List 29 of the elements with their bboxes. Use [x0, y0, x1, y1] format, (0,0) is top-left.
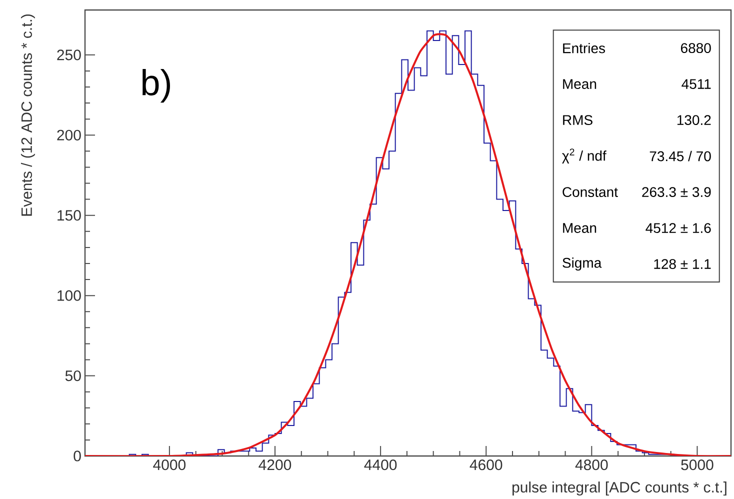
annotation: Entries — [563, 42, 606, 54]
annotation: b) — [142, 69, 170, 103]
y-tick-label: 100 — [58, 290, 81, 301]
x-axis-title: pulse integral [ADC counts * c.t.] — [512, 482, 726, 496]
x-tick-label: 4200 — [258, 460, 292, 470]
annotation: χ$^{2}$ / ndf — [562, 148, 606, 164]
annotation: Sigma — [562, 258, 602, 271]
annotation: Mean — [563, 223, 596, 233]
y-tick-label: 250 — [57, 50, 81, 60]
x-tick-label: 5000 — [681, 460, 714, 470]
annotation: 6880 — [680, 43, 711, 54]
x-tick-label: 4800 — [575, 460, 608, 470]
y-tick-label: 150 — [58, 210, 81, 221]
annotation: 130.2 — [677, 115, 711, 126]
x-tick-label: 4600 — [470, 460, 502, 470]
annotation: 73.45 / 70 — [650, 150, 711, 162]
annotation: 4512 ± 1.6 — [646, 223, 711, 234]
x-tick-label: 4000 — [153, 460, 186, 470]
annotation: 263.3 ± 3.9 — [642, 187, 711, 198]
annotation: Constant — [562, 187, 618, 198]
annotation: 4511 — [682, 79, 711, 89]
y-tick-label: 50 — [65, 370, 81, 382]
annotation: 128 ± 1.1 — [654, 259, 711, 269]
annotation: RMS — [563, 115, 592, 126]
annotation: Mean — [563, 79, 596, 89]
y-tick-label: 200 — [57, 130, 81, 140]
x-tick-label: 4400 — [364, 460, 397, 470]
y-tick-label: 0 — [74, 450, 81, 462]
y-axis-title: Events / (12 ADC counts * c.t.) — [20, 14, 35, 216]
